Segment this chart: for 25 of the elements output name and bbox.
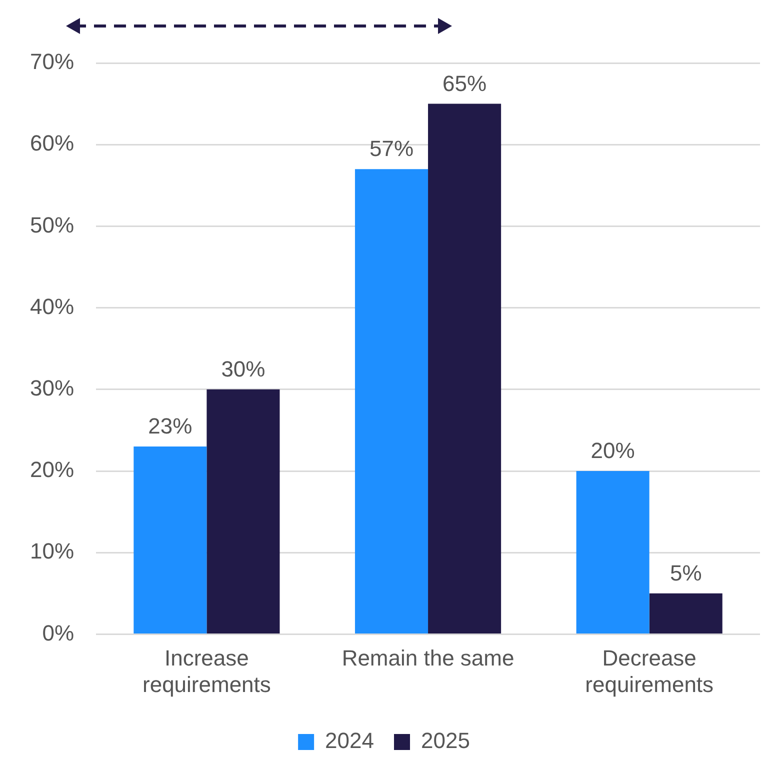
- x-tick-label: Decrease requirements: [585, 645, 714, 697]
- bar: [134, 446, 207, 634]
- text: 65%: [442, 70, 487, 96]
- bar: [649, 593, 722, 634]
- y-tick-label: 40%: [30, 294, 74, 319]
- text: 20%: [590, 438, 635, 464]
- x-tick-label: Increase requirements: [142, 645, 271, 697]
- y-tick-label: 70%: [30, 49, 74, 74]
- legend-label: 2025: [421, 728, 470, 754]
- y-tick-label: 20%: [30, 457, 74, 482]
- bar: [354, 169, 428, 634]
- bar: [428, 104, 502, 634]
- text: 23%: [148, 414, 192, 439]
- y-tick-label: 50%: [30, 212, 74, 238]
- text: 30%: [221, 356, 266, 382]
- y-tick-label: 0%: [42, 620, 74, 646]
- text: 57%: [369, 136, 414, 162]
- bar: [206, 389, 280, 634]
- y-tick-label: 10%: [30, 538, 74, 564]
- bar: [576, 471, 650, 634]
- x-tick-label: Remain the same: [342, 645, 514, 670]
- y-tick-label: 30%: [30, 375, 74, 400]
- text: 5%: [670, 560, 702, 586]
- legend-label: 2024: [325, 728, 374, 754]
- y-tick-label: 60%: [30, 130, 74, 156]
